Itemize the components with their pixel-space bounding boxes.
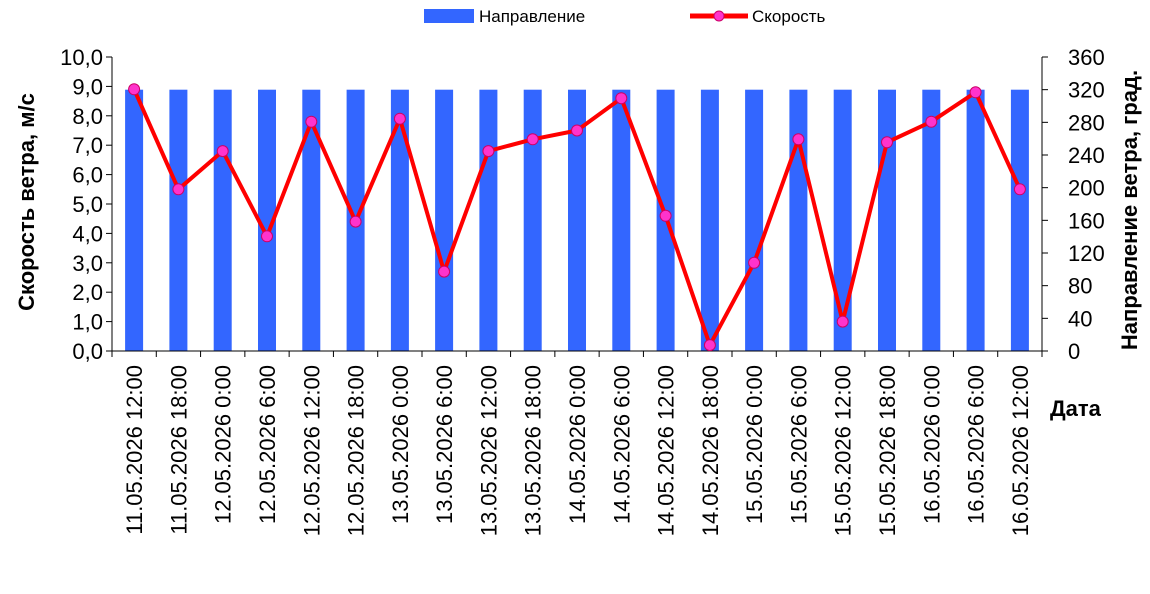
x-tick-label: 14.05.2026 12:00 bbox=[654, 365, 679, 536]
x-tick-label: 16.05.2026 0:00 bbox=[919, 365, 944, 524]
y-right-tick-label: 280 bbox=[1068, 110, 1105, 135]
direction-bar bbox=[833, 89, 852, 351]
y-right-tick-label: 80 bbox=[1068, 274, 1092, 299]
direction-bar bbox=[878, 89, 896, 351]
direction-bar bbox=[523, 89, 542, 351]
direction-bar bbox=[258, 89, 276, 351]
speed-point bbox=[261, 230, 273, 243]
x-tick-label: 15.05.2026 6:00 bbox=[786, 365, 811, 524]
direction-bar bbox=[612, 89, 631, 351]
speed-point bbox=[349, 215, 362, 228]
direction-bar bbox=[966, 89, 985, 351]
direction-bar bbox=[1010, 89, 1029, 351]
y-left-tick-label: 6,0 bbox=[72, 163, 103, 188]
legend-label-speed: Скорость bbox=[752, 7, 826, 26]
direction-bar bbox=[390, 89, 409, 351]
speed-point bbox=[792, 133, 805, 146]
direction-bar bbox=[922, 89, 941, 351]
y-left-tick-label: 1,0 bbox=[72, 310, 103, 335]
direction-bar bbox=[745, 89, 764, 351]
direction-bar bbox=[789, 89, 808, 351]
y-left-axis-title: Скорость ветра, м/с bbox=[14, 93, 39, 311]
x-tick-labels: 11.05.2026 12:00 11.05.2026 18:00 12.05.20… bbox=[122, 365, 1033, 536]
x-axis-title: Дата bbox=[1050, 396, 1102, 421]
y-left-tick-label: 8,0 bbox=[72, 104, 103, 129]
y-right-tick-label: 360 bbox=[1068, 45, 1105, 70]
speed-point bbox=[1013, 183, 1026, 196]
x-tick-label: 15.05.2026 0:00 bbox=[742, 365, 767, 524]
axes bbox=[106, 56, 1048, 357]
x-tick-label: 11.05.2026 12:00 bbox=[122, 365, 147, 535]
x-tick-label: 16.05.2026 6:00 bbox=[964, 365, 989, 524]
y-left-tick-label: 3,0 bbox=[72, 251, 103, 276]
y-right-tick-label: 120 bbox=[1068, 241, 1105, 266]
speed-point bbox=[172, 183, 185, 196]
x-tick-label: 13.05.2026 18:00 bbox=[521, 365, 546, 536]
legend-swatch-direction bbox=[424, 9, 474, 23]
speed-point bbox=[305, 115, 318, 128]
y-right-tick-label: 160 bbox=[1068, 208, 1105, 233]
speed-point bbox=[925, 115, 938, 128]
direction-bar bbox=[435, 89, 454, 351]
y-left-tick-labels: 0,0 1,0 2,0 3,0 4,0 5,0 6,0 7,0 8,0 9,0 10,0 bbox=[60, 45, 103, 364]
x-tick-label: 14.05.2026 18:00 bbox=[698, 365, 723, 536]
x-tick-label: 13.05.2026 6:00 bbox=[432, 365, 457, 524]
line-series-speed bbox=[128, 83, 1026, 352]
speed-point bbox=[881, 136, 893, 149]
speed-point bbox=[216, 145, 229, 158]
y-left-tick-label: 5,0 bbox=[72, 192, 103, 217]
direction-bar bbox=[302, 89, 321, 351]
speed-point bbox=[482, 145, 495, 158]
speed-point bbox=[615, 92, 628, 105]
y-right-tick-label: 200 bbox=[1068, 176, 1105, 201]
speed-point bbox=[393, 112, 406, 125]
y-right-tick-label: 240 bbox=[1068, 143, 1105, 168]
y-right-tick-label: 320 bbox=[1068, 78, 1105, 103]
y-right-tick-label: 0 bbox=[1068, 339, 1080, 364]
speed-point bbox=[128, 83, 141, 96]
legend-label-direction: Направление bbox=[479, 7, 585, 26]
x-tick-label: 12.05.2026 6:00 bbox=[255, 365, 280, 524]
x-tick-label: 12.05.2026 0:00 bbox=[211, 365, 236, 524]
y-left-tick-label: 10,0 bbox=[60, 45, 103, 70]
speed-point bbox=[526, 133, 539, 146]
speed-point bbox=[836, 315, 849, 328]
x-tick-label: 14.05.2026 6:00 bbox=[609, 365, 634, 524]
y-left-tick-label: 0,0 bbox=[72, 339, 103, 364]
x-tick-label: 15.05.2026 12:00 bbox=[831, 365, 856, 536]
direction-bar bbox=[125, 89, 144, 351]
direction-bar bbox=[213, 89, 232, 351]
direction-bar bbox=[700, 89, 719, 351]
speed-point bbox=[659, 209, 672, 222]
speed-point bbox=[571, 124, 583, 137]
x-tick-label: 14.05.2026 0:00 bbox=[565, 365, 590, 524]
x-tick-label: 16.05.2026 12:00 bbox=[1008, 365, 1033, 536]
speed-point bbox=[438, 265, 451, 278]
y-right-tick-labels: 0 40 80 120 160 200 240 280 320 360 bbox=[1068, 45, 1105, 364]
speed-point bbox=[969, 86, 982, 99]
y-left-tick-label: 7,0 bbox=[72, 133, 103, 158]
y-right-axis-title: Направление ветра, град. bbox=[1117, 70, 1142, 350]
legend-marker-speed bbox=[713, 10, 725, 22]
y-right-tick-label: 40 bbox=[1068, 306, 1092, 331]
legend: Направление Скорость bbox=[424, 7, 826, 26]
x-tick-label: 15.05.2026 18:00 bbox=[875, 365, 900, 536]
y-left-tick-label: 9,0 bbox=[72, 74, 103, 99]
direction-bar bbox=[169, 89, 188, 351]
direction-bar bbox=[479, 89, 498, 351]
x-tick-label: 13.05.2026 12:00 bbox=[476, 365, 501, 536]
speed-point bbox=[748, 256, 761, 269]
y-left-tick-label: 2,0 bbox=[72, 280, 103, 305]
speed-point bbox=[703, 339, 716, 352]
x-tick-label: 12.05.2026 18:00 bbox=[344, 365, 369, 536]
y-left-tick-label: 4,0 bbox=[72, 221, 103, 246]
direction-bar bbox=[568, 89, 586, 351]
x-tick-label: 13.05.2026 0:00 bbox=[388, 365, 413, 524]
x-tick-label: 11.05.2026 18:00 bbox=[166, 365, 191, 535]
x-tick-label: 12.05.2026 12:00 bbox=[299, 365, 324, 536]
